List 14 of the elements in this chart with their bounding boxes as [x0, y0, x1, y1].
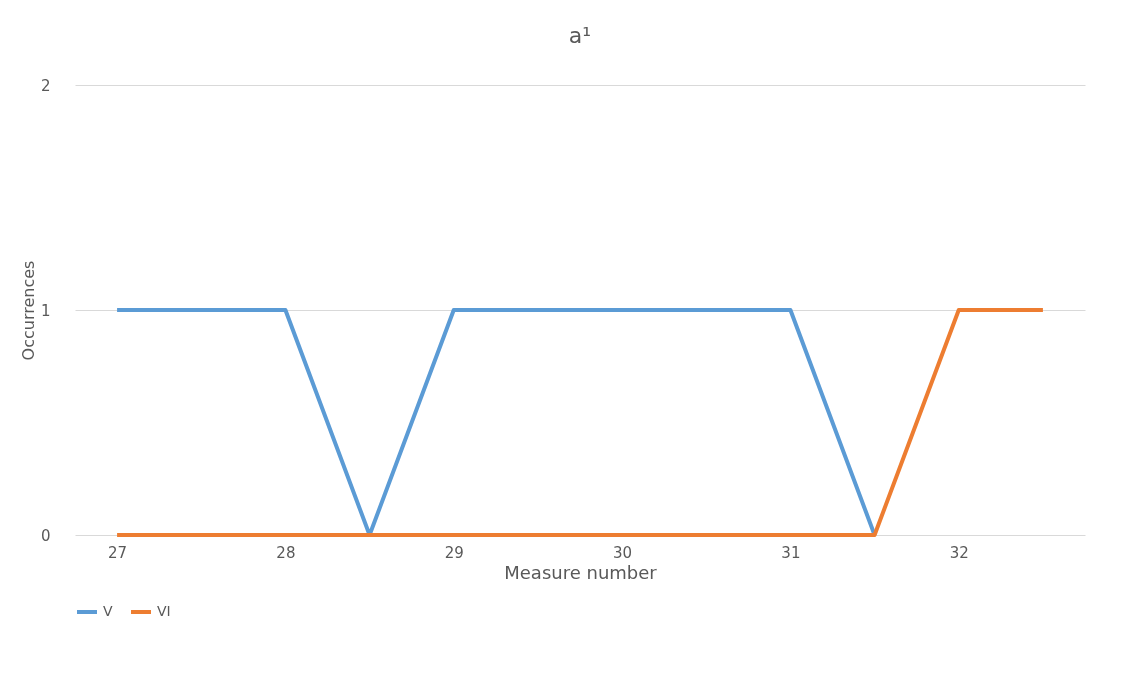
x-tick-label: 28 [276, 543, 296, 562]
x-tick-label: 27 [108, 543, 128, 562]
x-tick-label: 31 [781, 543, 801, 562]
y-axis-title: Occurrences [18, 260, 38, 361]
x-tick-label: 29 [444, 543, 464, 562]
x-tick-label: 30 [613, 543, 633, 562]
y-tick-label: 2 [40, 76, 51, 95]
x-tick-label: 32 [949, 543, 969, 562]
x-axis-title: Measure number [504, 561, 658, 583]
y-tick-label: 0 [40, 526, 51, 545]
legend-label: V [103, 603, 113, 619]
y-tick-label: 1 [40, 301, 51, 320]
legend-label: VI [157, 603, 171, 619]
chart-title: a¹ [568, 23, 592, 48]
